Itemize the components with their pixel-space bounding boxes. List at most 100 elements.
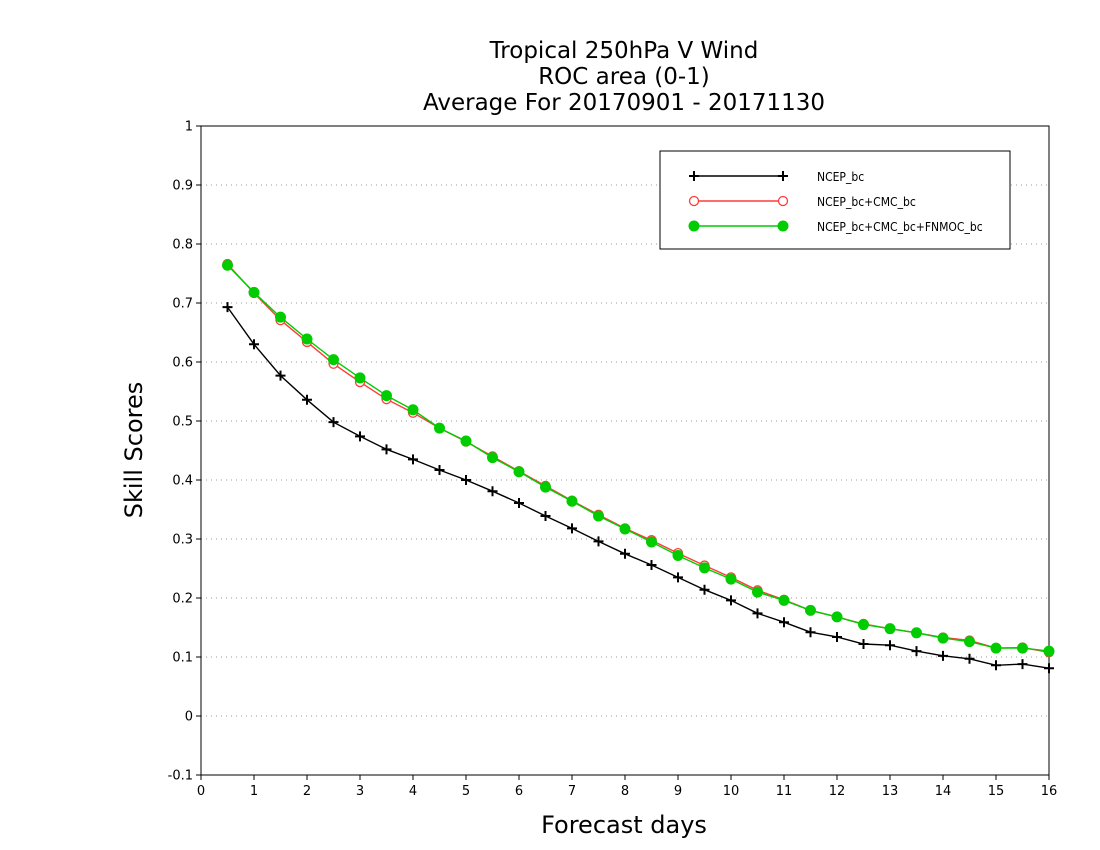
data-series xyxy=(222,258,1055,674)
x-tick-label: 3 xyxy=(356,784,364,799)
legend-item: NCEP_bc xyxy=(689,170,864,184)
data-point xyxy=(434,422,445,434)
y-tick-label: 1 xyxy=(185,120,193,135)
data-point xyxy=(778,594,790,606)
data-point xyxy=(487,486,498,497)
data-point xyxy=(672,550,684,562)
x-tick-label: 8 xyxy=(621,784,629,799)
x-tick-label: 15 xyxy=(988,784,1005,799)
data-point xyxy=(540,510,551,521)
y-tick-label: 0.5 xyxy=(172,415,193,430)
data-point xyxy=(1044,663,1054,674)
data-point xyxy=(858,619,869,631)
x-tick-label: 4 xyxy=(409,784,417,799)
y-tick-label: 0.8 xyxy=(172,238,193,253)
data-point xyxy=(831,611,843,623)
x-tick-label: 2 xyxy=(303,784,311,799)
data-point xyxy=(884,623,896,635)
x-tick-label: 7 xyxy=(568,784,576,799)
axis-ticks: -0.100.10.20.30.40.50.60.70.80.910 1 2 3 4 5 6… xyxy=(168,120,1058,800)
y-tick-label: 0.4 xyxy=(172,474,193,489)
data-point xyxy=(222,302,233,313)
data-point xyxy=(911,627,922,639)
data-point xyxy=(461,475,471,485)
chart-title-line: Tropical 250hPa V Wind xyxy=(489,38,759,64)
data-point xyxy=(328,417,339,428)
data-point xyxy=(593,510,604,522)
data-point xyxy=(673,572,683,583)
x-tick-label: 0 xyxy=(197,784,205,799)
data-point xyxy=(752,608,763,619)
legend-item: NCEP_bc+CMC_bc xyxy=(688,195,916,209)
legend-marker xyxy=(689,171,699,181)
series-ncep-bc-cmc-bc xyxy=(222,258,1055,658)
data-point xyxy=(248,286,260,298)
x-tick-label: 12 xyxy=(829,784,846,799)
x-tick-label: 1 xyxy=(250,784,258,799)
legend-marker xyxy=(778,171,788,181)
data-point xyxy=(566,495,578,507)
y-tick-label: 0.7 xyxy=(172,297,193,312)
data-point xyxy=(646,559,657,570)
data-point xyxy=(275,370,286,381)
legend-marker xyxy=(777,195,789,207)
y-axis-title: Skill Scores xyxy=(120,382,148,519)
data-point xyxy=(752,586,763,598)
data-point xyxy=(381,444,392,455)
data-point xyxy=(407,404,419,416)
chart-title-line: ROC area (0-1) xyxy=(538,64,710,90)
data-point xyxy=(1043,645,1055,657)
data-point xyxy=(513,466,525,478)
x-tick-label: 6 xyxy=(515,784,523,799)
data-point xyxy=(354,372,366,384)
x-tick-label: 16 xyxy=(1041,784,1058,799)
data-point xyxy=(487,452,498,464)
legend-label: NCEP_bc xyxy=(817,170,864,184)
legend-marker xyxy=(688,220,700,232)
data-point xyxy=(1017,659,1028,670)
series-ncep-bc-cmc-bc-fnmoc-bc xyxy=(222,259,1055,657)
x-tick-label: 14 xyxy=(935,784,952,799)
data-point xyxy=(460,435,472,447)
series-ncep-bc xyxy=(222,302,1054,674)
y-tick-label: -0.1 xyxy=(168,769,193,784)
data-point xyxy=(990,642,1002,654)
data-point xyxy=(858,639,869,650)
y-tick-label: 0.1 xyxy=(172,651,193,666)
data-point xyxy=(779,617,789,628)
data-point xyxy=(619,523,631,535)
data-point xyxy=(991,660,1001,671)
data-point xyxy=(646,536,657,548)
data-point xyxy=(725,573,737,585)
data-point xyxy=(301,333,313,345)
data-point xyxy=(937,632,949,644)
legend-marker xyxy=(777,220,789,232)
data-point xyxy=(699,584,710,595)
data-point xyxy=(593,536,604,547)
data-point xyxy=(726,595,736,606)
data-point xyxy=(514,498,524,509)
data-point xyxy=(540,481,551,493)
data-point xyxy=(885,640,895,651)
data-point xyxy=(222,259,233,271)
chart-title-line: Average For 20170901 - 20171130 xyxy=(423,90,825,116)
x-axis-title: Forecast days xyxy=(541,811,707,839)
data-point xyxy=(434,464,445,475)
legend-item: NCEP_bc+CMC_bc+FNMOC_bc xyxy=(688,220,983,234)
y-tick-label: 0.9 xyxy=(172,179,193,194)
series-line xyxy=(226,306,1050,669)
series-line xyxy=(226,263,1050,653)
legend-label: NCEP_bc+CMC_bc+FNMOC_bc xyxy=(817,220,983,234)
data-point xyxy=(328,354,339,366)
data-point xyxy=(805,627,816,638)
grid-lines xyxy=(201,184,1049,717)
data-point xyxy=(620,548,630,559)
data-point xyxy=(832,631,842,642)
data-point xyxy=(408,454,418,465)
data-point xyxy=(302,394,312,405)
legend-marker xyxy=(688,195,700,207)
data-point xyxy=(911,646,922,657)
x-tick-label: 5 xyxy=(462,784,470,799)
